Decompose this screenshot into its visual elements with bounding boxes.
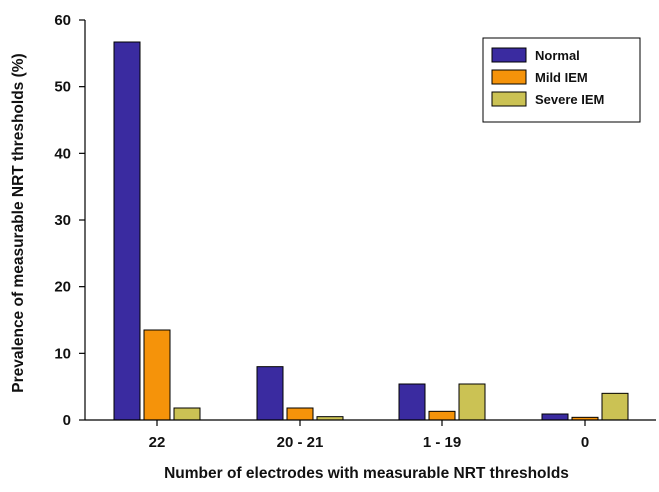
bar-normal-2 bbox=[398, 383, 426, 421]
y-tick-label: 30 bbox=[54, 212, 71, 229]
legend: Normal Mild IEM Severe IEM bbox=[482, 37, 641, 123]
legend-label-normal: Normal bbox=[535, 48, 580, 63]
bar-normal-1 bbox=[256, 366, 284, 421]
legend-swatch-normal bbox=[491, 47, 527, 63]
x-tick-label: 20 - 21 bbox=[277, 434, 324, 451]
x-tick-label: 0 bbox=[581, 434, 589, 451]
bar-severe-iem-0 bbox=[173, 407, 201, 421]
bar-mild-iem-0 bbox=[143, 329, 171, 421]
bar-mild-iem-2 bbox=[428, 410, 456, 421]
y-tick-label: 0 bbox=[63, 412, 71, 429]
y-axis-title: Prevalence of measurable NRT thresholds … bbox=[10, 53, 27, 392]
bar-severe-iem-2 bbox=[458, 383, 486, 421]
bars-group bbox=[113, 41, 629, 421]
legend-swatch-mild-iem bbox=[491, 69, 527, 85]
bar-severe-iem-3 bbox=[601, 392, 629, 421]
x-axis-ticks: 22 20 - 21 1 - 19 0 bbox=[149, 420, 589, 451]
y-tick-label: 60 bbox=[54, 12, 71, 29]
y-tick-label: 40 bbox=[54, 145, 71, 162]
axes-frame bbox=[84, 20, 656, 421]
x-tick-label: 22 bbox=[149, 434, 166, 451]
x-axis-title: Number of electrodes with measurable NRT… bbox=[164, 465, 569, 482]
y-axis-ticks: 0 10 20 30 40 50 60 bbox=[54, 12, 85, 429]
bar-mild-iem-1 bbox=[286, 407, 314, 421]
bar-normal-3 bbox=[541, 413, 569, 421]
y-tick-label: 10 bbox=[54, 345, 71, 362]
x-tick-label: 1 - 19 bbox=[423, 434, 461, 451]
y-tick-label: 20 bbox=[54, 279, 71, 296]
legend-swatch-severe-iem bbox=[491, 91, 527, 107]
bar-normal-0 bbox=[113, 41, 141, 421]
legend-label-severe-iem: Severe IEM bbox=[535, 92, 604, 107]
legend-label-mild-iem: Mild IEM bbox=[535, 70, 588, 85]
y-tick-label: 50 bbox=[54, 79, 71, 96]
